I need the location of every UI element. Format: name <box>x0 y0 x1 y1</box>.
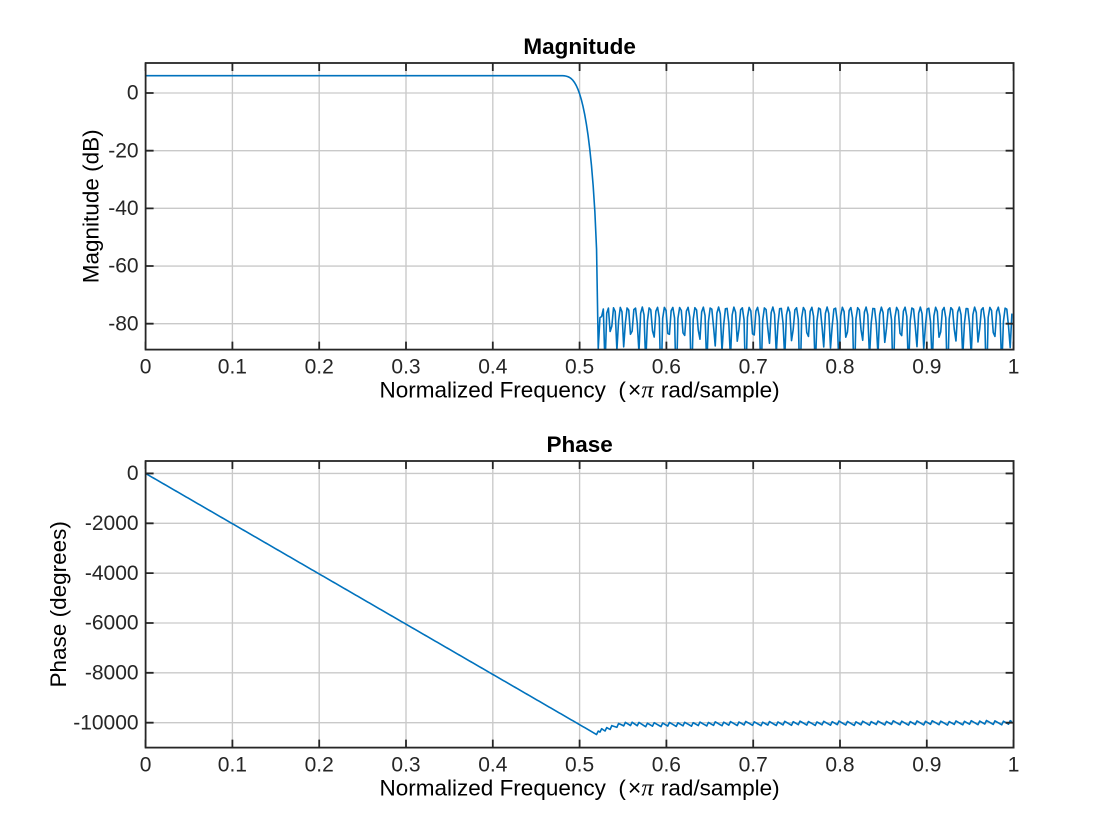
svg-text:0.6: 0.6 <box>652 753 681 776</box>
svg-text:0.3: 0.3 <box>391 753 420 776</box>
svg-text:-80: -80 <box>108 312 138 335</box>
svg-text:0.2: 0.2 <box>305 355 334 378</box>
svg-text:0.9: 0.9 <box>912 753 941 776</box>
svg-text:0.4: 0.4 <box>478 355 508 378</box>
svg-text:-8000: -8000 <box>85 662 139 685</box>
svg-text:Phase: Phase <box>546 432 612 457</box>
svg-text:0.1: 0.1 <box>218 355 247 378</box>
svg-text:-2000: -2000 <box>85 512 139 535</box>
svg-text:0: 0 <box>140 355 152 378</box>
svg-text:-60: -60 <box>108 255 138 278</box>
svg-text:Magnitude: Magnitude <box>523 34 636 59</box>
svg-text:1: 1 <box>1008 355 1020 378</box>
svg-text:1: 1 <box>1008 753 1020 776</box>
svg-text:-6000: -6000 <box>85 612 139 635</box>
svg-text:0.5: 0.5 <box>565 753 594 776</box>
svg-text:-40: -40 <box>108 197 138 220</box>
svg-text:Normalized Frequency (×π rad/: Normalized Frequency (×π rad/sample) <box>380 376 780 403</box>
svg-text:Phase (degrees): Phase (degrees) <box>46 521 71 687</box>
svg-text:-10000: -10000 <box>73 711 138 734</box>
svg-text:0.7: 0.7 <box>739 355 768 378</box>
svg-text:0.7: 0.7 <box>739 753 768 776</box>
svg-text:0.5: 0.5 <box>565 355 594 378</box>
svg-text:0: 0 <box>127 82 139 105</box>
svg-text:0.3: 0.3 <box>391 355 420 378</box>
svg-text:0.4: 0.4 <box>478 753 508 776</box>
svg-text:0.8: 0.8 <box>825 355 854 378</box>
svg-text:0.1: 0.1 <box>218 753 247 776</box>
svg-text:0: 0 <box>140 753 152 776</box>
svg-text:Magnitude (dB): Magnitude (dB) <box>78 129 103 283</box>
svg-text:0.8: 0.8 <box>825 753 854 776</box>
svg-text:Normalized Frequency (×π rad/: Normalized Frequency (×π rad/sample) <box>380 774 780 801</box>
svg-text:0.6: 0.6 <box>652 355 681 378</box>
svg-text:-4000: -4000 <box>85 562 139 585</box>
svg-text:0.9: 0.9 <box>912 355 941 378</box>
svg-text:0: 0 <box>127 462 139 485</box>
svg-text:-20: -20 <box>108 139 138 162</box>
svg-text:0.2: 0.2 <box>305 753 334 776</box>
